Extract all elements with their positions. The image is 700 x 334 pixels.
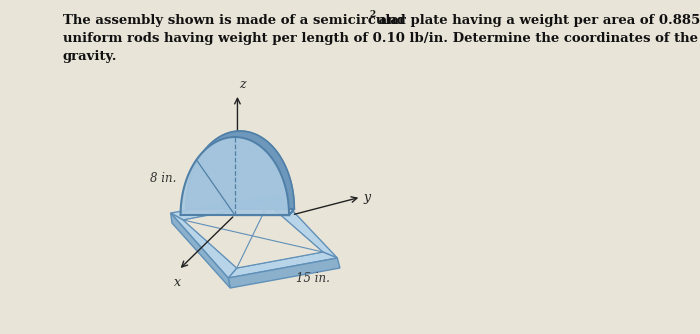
- Polygon shape: [289, 209, 294, 215]
- Polygon shape: [228, 252, 337, 278]
- Text: y: y: [363, 190, 370, 203]
- Text: uniform rods having weight per length of 0.10 lb/in. Determine the coordinates o: uniform rods having weight per length of…: [63, 32, 700, 45]
- Polygon shape: [181, 137, 289, 215]
- Text: and: and: [374, 14, 406, 27]
- Polygon shape: [268, 195, 337, 258]
- Text: z: z: [239, 78, 246, 91]
- Polygon shape: [228, 258, 340, 288]
- Text: The assembly shown is made of a semicircular plate having a weight per area of 0: The assembly shown is made of a semicirc…: [63, 14, 700, 27]
- Text: gravity.: gravity.: [63, 50, 118, 63]
- Polygon shape: [186, 131, 294, 209]
- Text: 15 in.: 15 in.: [296, 272, 330, 285]
- Polygon shape: [171, 195, 278, 220]
- Text: 8 in.: 8 in.: [150, 171, 176, 184]
- Polygon shape: [183, 204, 323, 268]
- Polygon shape: [171, 213, 230, 288]
- Text: x: x: [174, 276, 181, 289]
- Polygon shape: [171, 213, 237, 278]
- Text: 2: 2: [369, 10, 375, 19]
